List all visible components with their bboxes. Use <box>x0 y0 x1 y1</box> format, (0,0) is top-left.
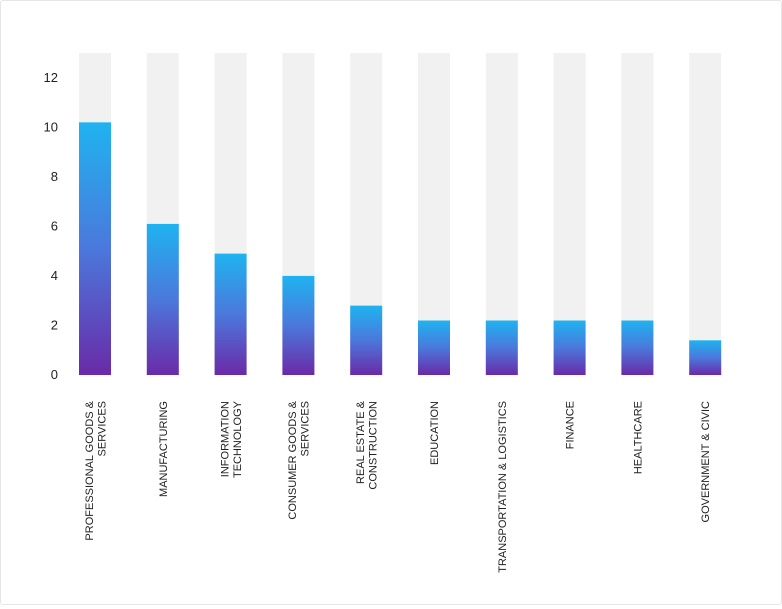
x-tick-label-3: INFORMATIONTECHNOLOGY <box>219 400 244 478</box>
x-tick-label-5: REAL ESTATE &CONSTRUCTION <box>355 400 380 489</box>
y-tick-label-8: 8 <box>51 169 58 184</box>
x-tick-label-9: HEALTHCARE <box>632 401 644 474</box>
bar-4 <box>282 275 315 375</box>
bar-1 <box>79 122 111 375</box>
x-tick-label-7: TRANSPORTATION & LOGISTICS <box>497 401 509 573</box>
bars <box>79 122 722 375</box>
y-tick-label-10: 10 <box>44 119 58 134</box>
bar-10 <box>689 340 722 375</box>
y-tick-label-6: 6 <box>51 218 58 233</box>
x-tick-label-10: GOVERNMENT & CIVIC <box>700 401 712 522</box>
bar-8 <box>553 320 586 375</box>
bar-2 <box>146 223 179 375</box>
x-tick-label-2: MANUFACTURING <box>158 401 170 497</box>
bar-6 <box>418 320 450 375</box>
bar-track-10 <box>689 53 722 375</box>
x-tick-label-4: CONSUMER GOODS &SERVICES <box>287 400 312 519</box>
bar-7 <box>485 320 518 375</box>
y-axis: 0 2 4 6 8 10 12 <box>44 70 58 382</box>
bar-9 <box>621 320 654 375</box>
y-tick-label-0: 0 <box>51 367 58 382</box>
bar-3 <box>214 253 247 375</box>
y-tick-label-4: 4 <box>51 268 58 283</box>
x-tick-label-6: EDUCATION <box>429 401 441 465</box>
bar-5 <box>350 305 383 375</box>
y-tick-label-2: 2 <box>51 317 58 332</box>
x-axis: PROFESSIONAL GOODS &SERVICES MANUFACTURIN… <box>84 400 712 572</box>
x-tick-label-1: PROFESSIONAL GOODS &SERVICES <box>84 400 109 540</box>
y-tick-label-12: 12 <box>44 70 58 85</box>
x-tick-label-8: FINANCE <box>565 401 577 449</box>
